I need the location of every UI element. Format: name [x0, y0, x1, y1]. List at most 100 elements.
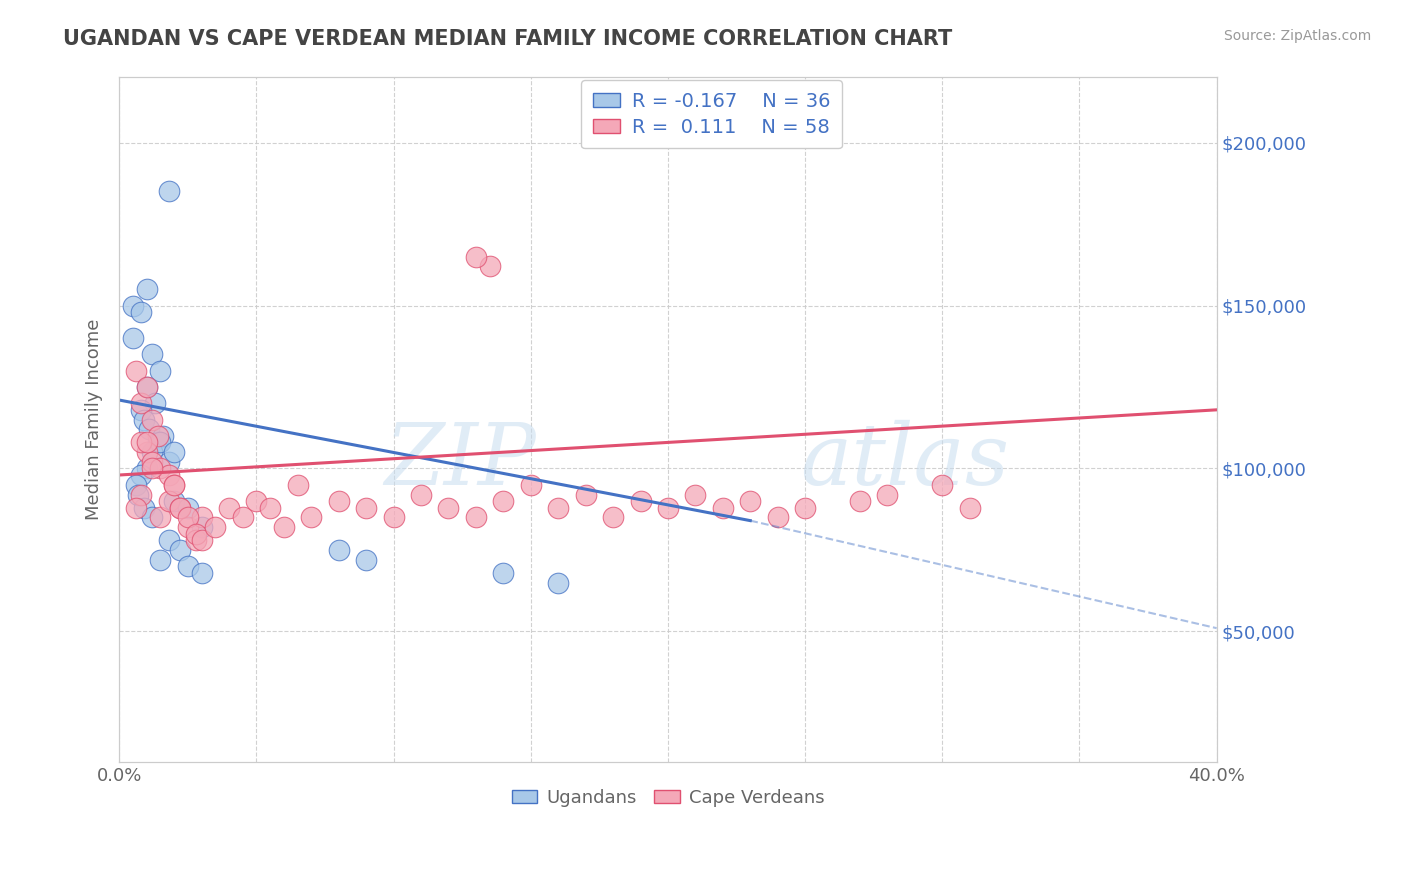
Point: [163, 477, 186, 491]
Point: [122, 331, 145, 345]
Point: [184, 526, 207, 541]
Point: [129, 396, 152, 410]
Point: [122, 299, 145, 313]
Point: [685, 487, 707, 501]
Point: [575, 487, 598, 501]
Point: [157, 533, 180, 548]
Point: [287, 477, 309, 491]
Point: [190, 510, 212, 524]
Point: [141, 347, 163, 361]
Point: [129, 402, 152, 417]
Point: [129, 305, 152, 319]
Text: UGANDAN VS CAPE VERDEAN MEDIAN FAMILY INCOME CORRELATION CHART: UGANDAN VS CAPE VERDEAN MEDIAN FAMILY IN…: [63, 29, 952, 48]
Point: [354, 553, 377, 567]
Point: [149, 553, 172, 567]
Point: [190, 520, 212, 534]
Point: [354, 500, 377, 515]
Point: [135, 380, 157, 394]
Point: [259, 500, 281, 515]
Point: [157, 455, 180, 469]
Point: [149, 435, 172, 450]
Point: [959, 500, 981, 515]
Point: [157, 468, 180, 483]
Point: [152, 429, 174, 443]
Point: [931, 477, 953, 491]
Point: [190, 533, 212, 548]
Point: [143, 396, 166, 410]
Point: [135, 445, 157, 459]
Point: [132, 412, 155, 426]
Legend: Ugandans, Cape Verdeans: Ugandans, Cape Verdeans: [505, 782, 831, 814]
Point: [125, 477, 148, 491]
Point: [157, 494, 180, 508]
Point: [547, 575, 569, 590]
Point: [169, 543, 191, 558]
Point: [141, 445, 163, 459]
Point: [149, 510, 172, 524]
Y-axis label: Median Family Income: Median Family Income: [86, 319, 103, 520]
Point: [125, 500, 148, 515]
Point: [129, 468, 152, 483]
Point: [766, 510, 789, 524]
Point: [135, 461, 157, 475]
Point: [328, 494, 350, 508]
Point: [478, 260, 501, 274]
Point: [630, 494, 652, 508]
Point: [232, 510, 254, 524]
Point: [132, 500, 155, 515]
Point: [177, 510, 200, 524]
Point: [437, 500, 460, 515]
Point: [409, 487, 432, 501]
Point: [157, 185, 180, 199]
Point: [520, 477, 543, 491]
Point: [146, 429, 169, 443]
Point: [876, 487, 898, 501]
Point: [177, 500, 200, 515]
Point: [127, 487, 149, 501]
Point: [163, 494, 186, 508]
Point: [740, 494, 762, 508]
Point: [273, 520, 295, 534]
Point: [464, 510, 486, 524]
Point: [125, 364, 148, 378]
Point: [492, 494, 515, 508]
Point: [547, 500, 569, 515]
Point: [129, 435, 152, 450]
Point: [794, 500, 817, 515]
Point: [138, 422, 160, 436]
Point: [163, 445, 186, 459]
Point: [245, 494, 267, 508]
Text: ZIP: ZIP: [384, 419, 536, 502]
Point: [141, 412, 163, 426]
Point: [177, 559, 200, 574]
Point: [218, 500, 240, 515]
Text: Source: ZipAtlas.com: Source: ZipAtlas.com: [1223, 29, 1371, 43]
Point: [141, 455, 163, 469]
Point: [849, 494, 872, 508]
Point: [141, 461, 163, 475]
Point: [129, 487, 152, 501]
Point: [135, 435, 157, 450]
Point: [163, 477, 186, 491]
Point: [492, 566, 515, 580]
Point: [149, 364, 172, 378]
Point: [184, 533, 207, 548]
Point: [382, 510, 405, 524]
Point: [177, 520, 200, 534]
Point: [190, 566, 212, 580]
Point: [204, 520, 226, 534]
Point: [135, 282, 157, 296]
Point: [657, 500, 679, 515]
Point: [135, 380, 157, 394]
Point: [328, 543, 350, 558]
Point: [464, 250, 486, 264]
Point: [299, 510, 322, 524]
Point: [711, 500, 734, 515]
Point: [169, 500, 191, 515]
Point: [141, 510, 163, 524]
Point: [149, 461, 172, 475]
Point: [169, 500, 191, 515]
Point: [602, 510, 624, 524]
Point: [146, 435, 169, 450]
Text: atlas: atlas: [800, 419, 1008, 502]
